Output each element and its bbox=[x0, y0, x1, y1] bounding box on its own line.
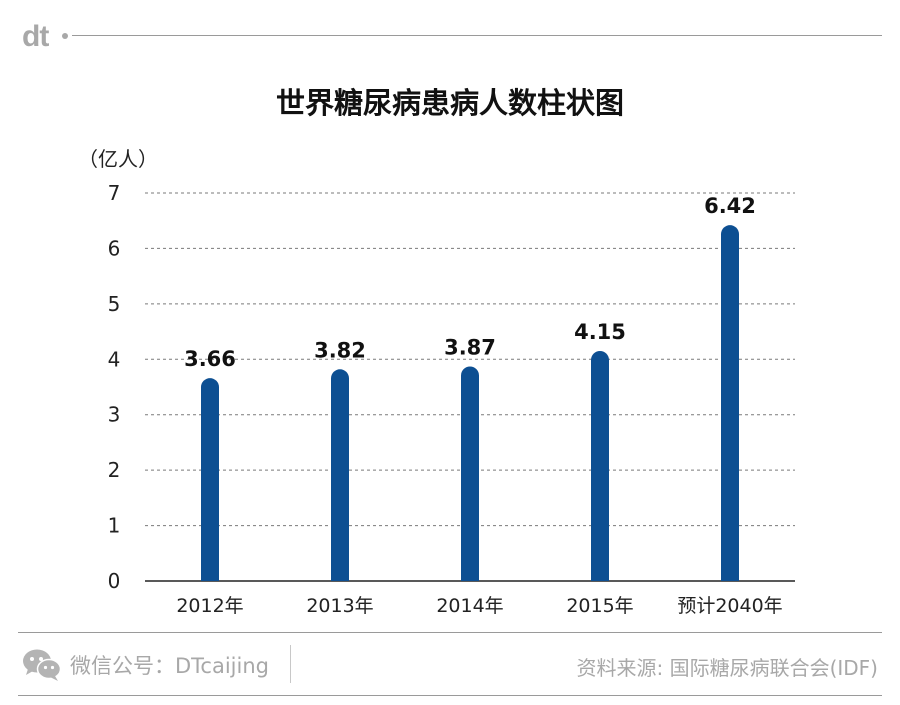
x-tick-label: 2013年 bbox=[306, 595, 373, 617]
data-source-text: 资料来源: 国际糖尿病联合会(IDF) bbox=[576, 656, 878, 680]
y-tick-label: 7 bbox=[108, 181, 121, 205]
y-axis-unit-label: （亿人） bbox=[78, 147, 158, 171]
data-label: 3.87 bbox=[444, 335, 496, 359]
x-tick-label: 2015年 bbox=[566, 595, 633, 617]
x-tick-label: 2012年 bbox=[176, 595, 243, 617]
footer-bottom-divider bbox=[18, 695, 882, 696]
footer-wechat: 微信公号：DTcaijing bbox=[22, 648, 269, 682]
logo-dot bbox=[62, 33, 68, 39]
data-label: 3.82 bbox=[314, 338, 366, 362]
bar bbox=[721, 225, 739, 582]
footer-divider bbox=[290, 645, 291, 683]
y-tick-label: 4 bbox=[108, 347, 121, 371]
dt-logo: dt bbox=[22, 20, 49, 53]
y-tick-label: 0 bbox=[108, 569, 121, 593]
x-tick-label: 2014年 bbox=[436, 595, 503, 617]
y-tick-label: 6 bbox=[108, 236, 121, 260]
footer-top-divider bbox=[18, 632, 882, 633]
y-tick-label: 1 bbox=[108, 514, 121, 538]
top-divider bbox=[72, 35, 882, 36]
wechat-icon bbox=[23, 649, 62, 681]
data-label: 6.42 bbox=[704, 194, 756, 218]
y-tick-label: 2 bbox=[108, 458, 121, 482]
bar bbox=[331, 369, 349, 581]
bar bbox=[461, 366, 479, 581]
wechat-account-text: 微信公号：DTcaijing bbox=[70, 654, 269, 678]
data-label: 3.66 bbox=[184, 347, 236, 371]
x-tick-label: 预计2040年 bbox=[677, 595, 782, 617]
bar bbox=[591, 350, 609, 581]
bar bbox=[201, 378, 219, 581]
chart-title: 世界糖尿病患病人数柱状图 bbox=[275, 86, 624, 120]
y-tick-label: 5 bbox=[108, 292, 121, 316]
data-label: 4.15 bbox=[574, 320, 626, 344]
y-tick-label: 3 bbox=[108, 403, 121, 427]
